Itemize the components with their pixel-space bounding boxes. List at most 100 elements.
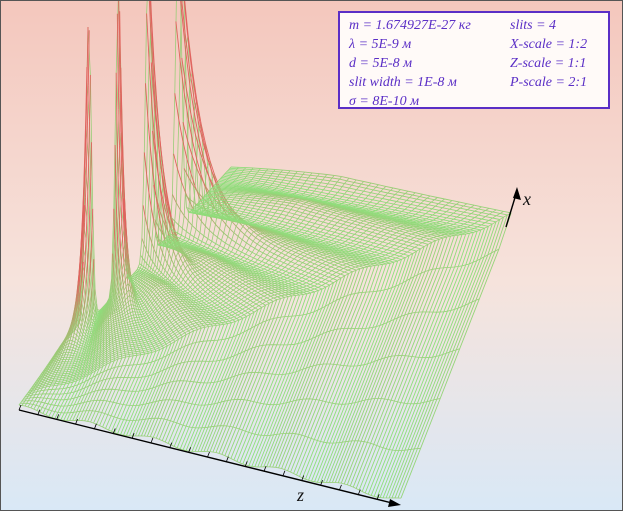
surface-column-segment <box>139 289 142 292</box>
surface-column-segment <box>168 306 171 309</box>
surface-column-segment <box>369 222 376 225</box>
surface-column-segment <box>38 377 41 380</box>
surface-column-segment <box>118 377 125 391</box>
surface-column-segment <box>232 192 240 194</box>
surface-column-segment <box>160 399 170 419</box>
surface-column-segment <box>330 244 337 247</box>
surface-column-segment <box>276 276 281 279</box>
surface-column-segment <box>317 241 324 245</box>
surface-column-segment <box>271 285 276 288</box>
surface-column-segment <box>255 227 261 232</box>
surface-column-segment <box>193 264 198 268</box>
surface-column-segment <box>132 353 134 356</box>
surface-column-segment <box>299 237 305 241</box>
surface-column-segment <box>81 334 84 338</box>
surface-column-segment <box>140 255 144 259</box>
surface-column-segment <box>219 261 223 265</box>
surface-column-segment <box>277 280 282 284</box>
surface-column-segment <box>311 255 317 259</box>
surface-column-segment <box>167 244 171 246</box>
surface-column-segment <box>313 288 323 312</box>
surface-column-segment <box>276 231 282 234</box>
surface-column-segment <box>222 315 225 319</box>
surface-column-segment <box>248 237 254 242</box>
surface-column-segment <box>339 213 346 217</box>
surface-column-segment <box>370 322 388 363</box>
surface-column-segment <box>302 280 307 284</box>
surface-column-segment <box>371 356 389 399</box>
surface-column-segment <box>26 400 29 404</box>
surface-column-segment <box>236 318 240 321</box>
surface-column-segment <box>245 268 250 271</box>
surface-column-segment <box>239 255 244 258</box>
surface-column-segment <box>175 202 181 211</box>
surface-column-segment <box>260 230 266 234</box>
surface-column-segment <box>190 312 193 315</box>
surface-column-segment <box>152 67 156 105</box>
surface-column-segment <box>302 252 308 255</box>
surface-column-segment <box>325 282 330 286</box>
surface-column-segment <box>263 243 269 247</box>
surface-column-segment <box>357 251 363 254</box>
surface-column-segment <box>363 232 370 236</box>
surface-column-segment <box>140 335 142 338</box>
surface-column-segment <box>361 291 378 329</box>
surface-column-segment <box>307 268 313 271</box>
surface-column-segment <box>260 228 266 232</box>
surface-column-segment <box>266 403 281 436</box>
surface-column-segment <box>168 243 172 245</box>
surface-column-segment <box>203 203 210 207</box>
surface-column-segment <box>125 227 128 241</box>
surface-column-segment <box>146 308 149 311</box>
surface-column-segment <box>258 305 262 308</box>
surface-column-segment <box>347 269 353 273</box>
surface-column-segment <box>215 299 219 302</box>
surface-column-segment <box>407 251 413 254</box>
surface-column-segment <box>155 274 159 277</box>
surface-column-segment <box>240 198 247 200</box>
surface-column-segment <box>227 260 232 263</box>
surface-column-segment <box>150 258 154 263</box>
surface-column-segment <box>213 252 218 255</box>
surface-column-segment <box>155 291 158 294</box>
surface-column-segment <box>230 279 234 283</box>
surface-column-segment <box>340 273 345 277</box>
surface-column-segment <box>92 327 94 330</box>
surface-column-segment <box>163 243 168 246</box>
surface-column-segment <box>257 234 263 239</box>
surface-column-segment <box>194 206 201 209</box>
surface-column-segment <box>165 284 168 287</box>
surface-column-segment <box>182 291 186 295</box>
surface-column-segment <box>246 269 251 273</box>
surface-column-segment <box>228 321 236 339</box>
surface-column-segment <box>305 334 320 369</box>
surface-column-segment <box>134 311 137 315</box>
surface-column-segment <box>227 374 239 401</box>
surface-column-segment <box>317 238 324 241</box>
surface-column-segment <box>334 217 341 221</box>
surface-column-segment <box>198 208 205 212</box>
surface-column-segment <box>296 246 302 250</box>
surface-column-segment <box>146 326 149 330</box>
surface-column-segment <box>173 248 178 250</box>
surface-column-segment <box>294 237 300 241</box>
surface-column-segment <box>160 335 162 338</box>
surface-column-segment <box>144 346 147 349</box>
surface-column-segment <box>21 399 24 402</box>
surface-column-segment <box>92 259 95 272</box>
surface-column-segment <box>283 201 290 204</box>
surface-column-segment <box>245 434 259 466</box>
surface-column-segment <box>193 300 197 303</box>
surface-column-segment <box>421 242 429 245</box>
surface-column-segment <box>55 350 58 354</box>
surface-column-segment <box>45 374 48 377</box>
surface-column-segment <box>157 339 160 342</box>
surface-column-segment <box>160 263 164 268</box>
surface-column-segment <box>261 261 266 264</box>
surface-column-segment <box>345 263 351 266</box>
surface-column-segment <box>189 249 194 252</box>
surface-column-segment <box>80 348 82 351</box>
surface-column-segment <box>118 266 121 275</box>
surface-column-segment <box>80 236 82 255</box>
surface-column-segment <box>372 220 379 224</box>
